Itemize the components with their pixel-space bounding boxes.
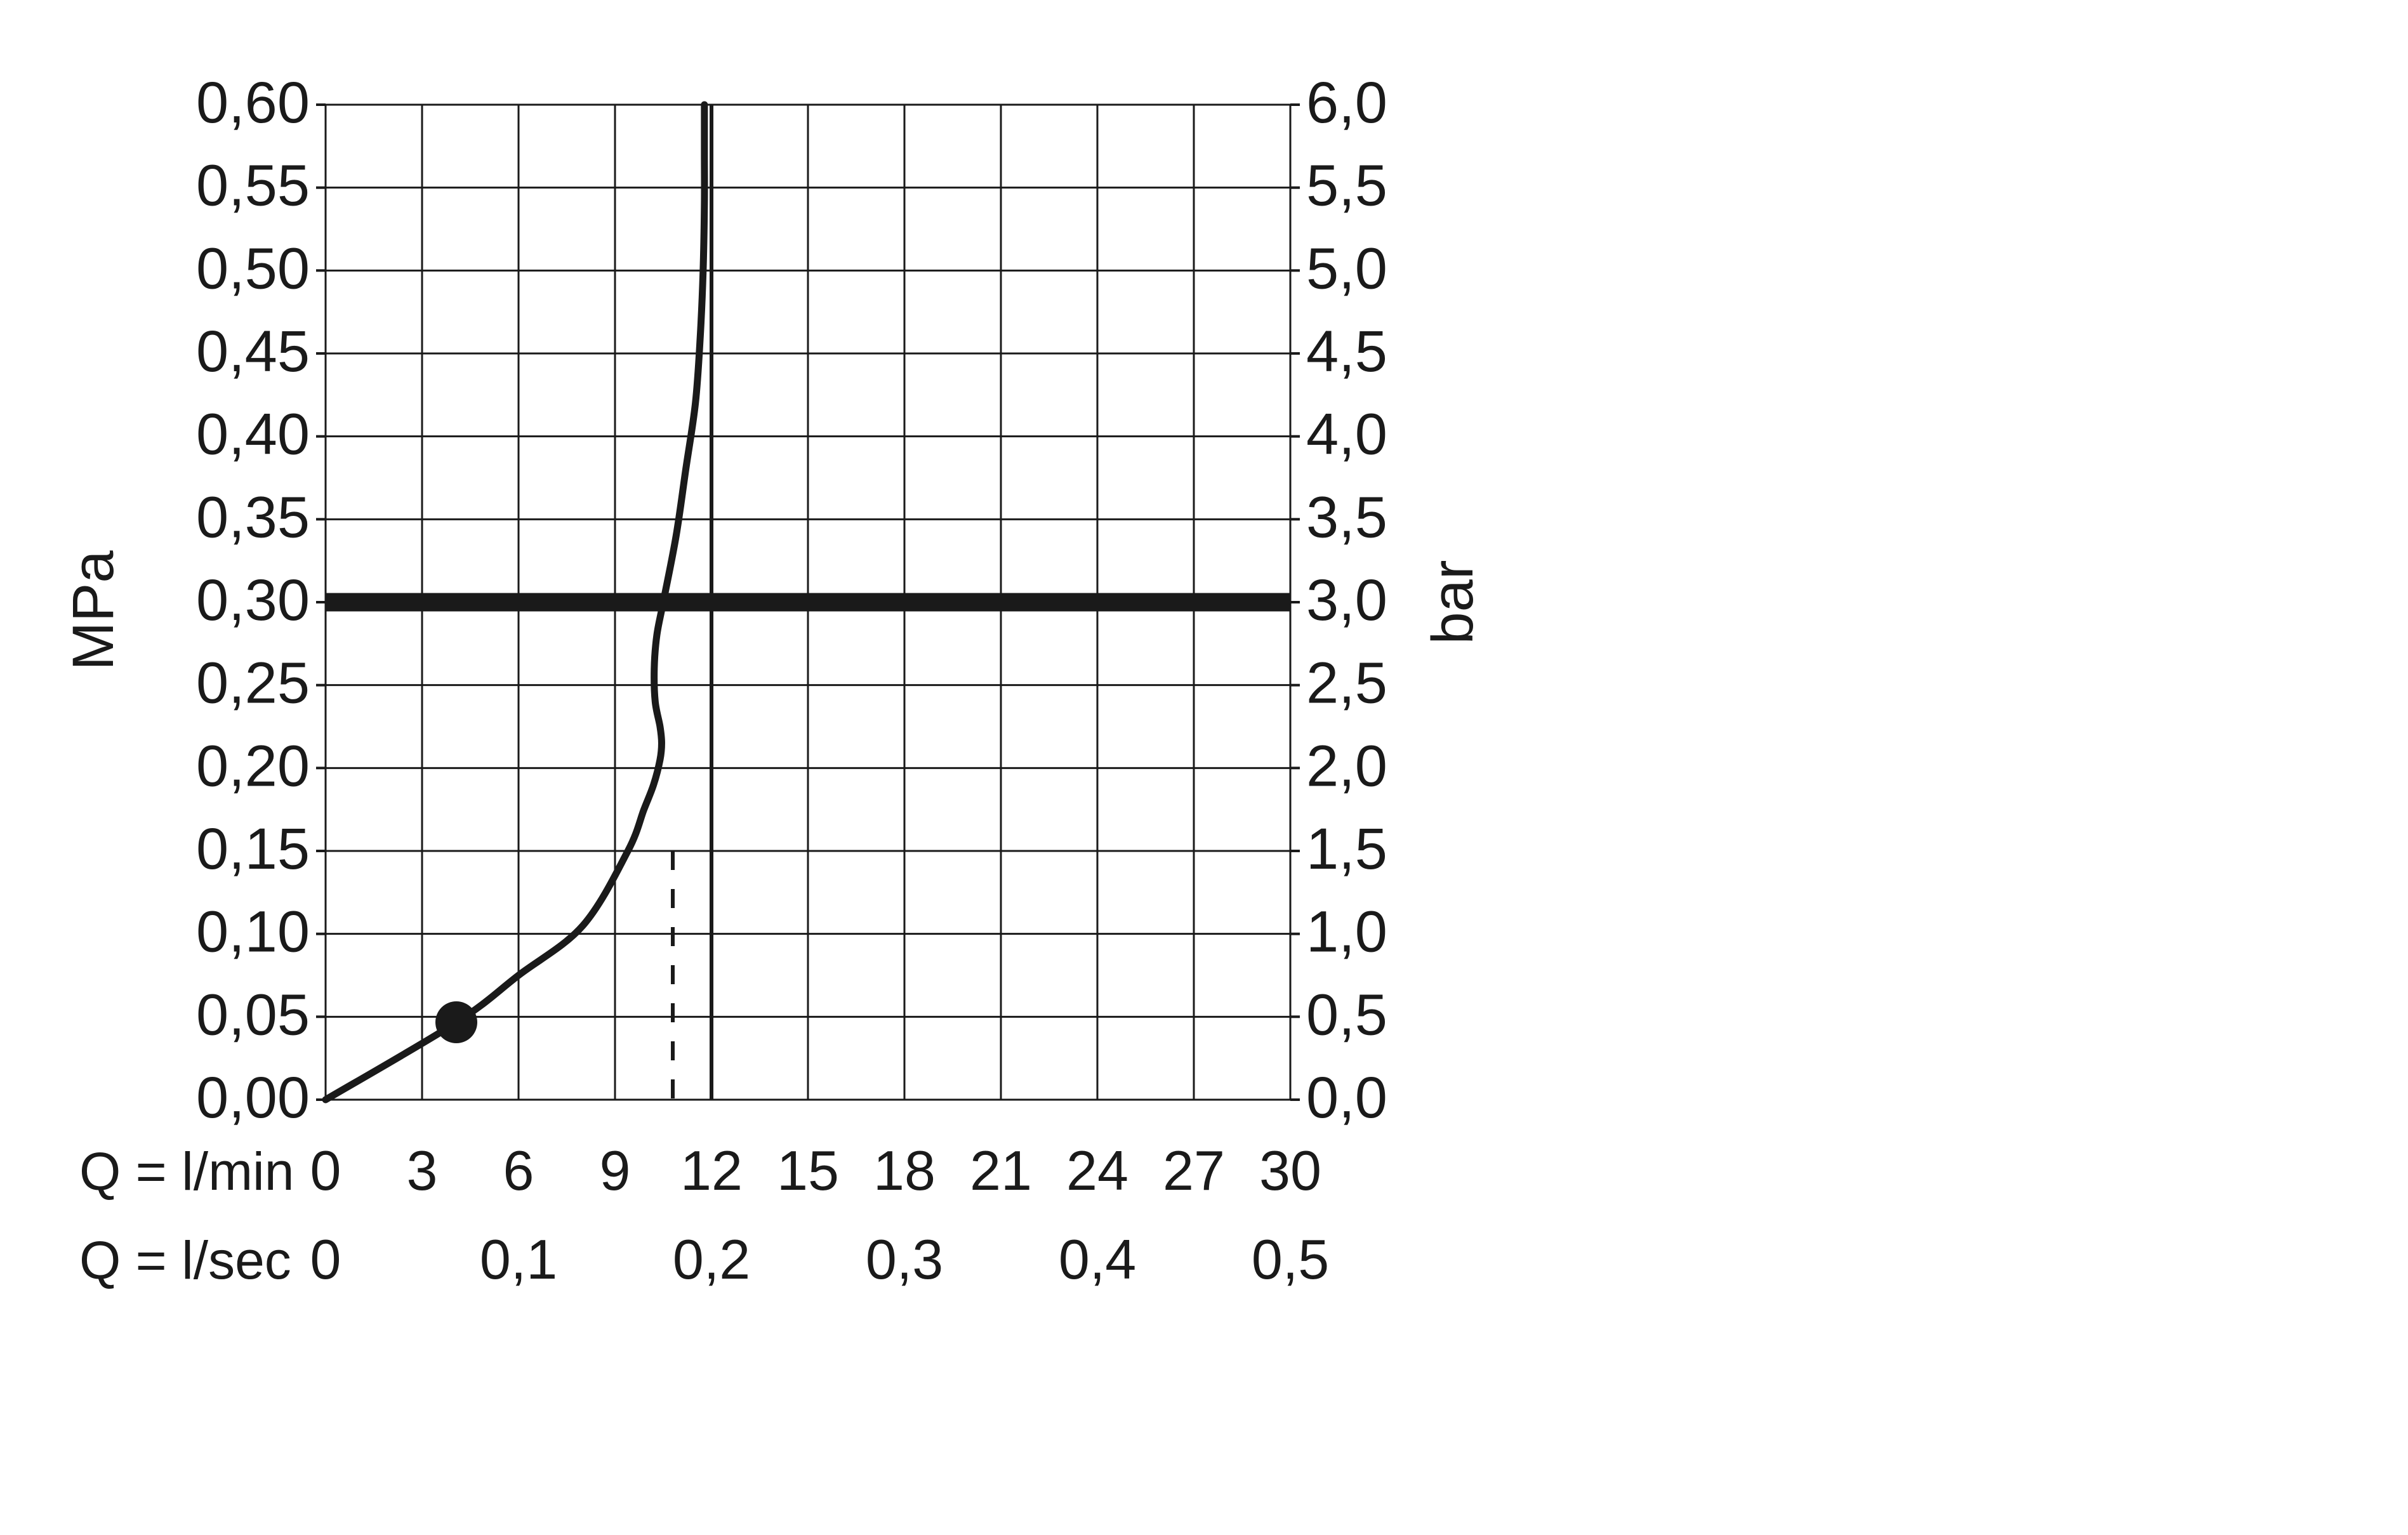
svg-text:9: 9 xyxy=(600,1139,631,1202)
svg-text:3: 3 xyxy=(407,1139,438,1202)
svg-text:27: 27 xyxy=(1163,1139,1225,1202)
svg-text:0,15: 0,15 xyxy=(196,817,310,881)
svg-text:0,55: 0,55 xyxy=(196,154,310,218)
svg-text:15: 15 xyxy=(777,1139,839,1202)
svg-text:24: 24 xyxy=(1066,1139,1128,1202)
svg-text:0,1: 0,1 xyxy=(480,1228,557,1291)
svg-text:bar: bar xyxy=(1420,560,1485,645)
svg-text:Q = l/min: Q = l/min xyxy=(79,1142,294,1201)
svg-text:0,00: 0,00 xyxy=(196,1065,310,1130)
svg-text:0,05: 0,05 xyxy=(196,982,310,1047)
svg-text:1,5: 1,5 xyxy=(1306,817,1387,881)
svg-text:0,2: 0,2 xyxy=(673,1228,750,1291)
svg-text:2,5: 2,5 xyxy=(1306,651,1387,716)
svg-text:18: 18 xyxy=(873,1139,936,1202)
svg-text:6,0: 6,0 xyxy=(1306,70,1387,135)
svg-text:MPa: MPa xyxy=(61,550,126,671)
svg-text:2,0: 2,0 xyxy=(1306,734,1387,798)
svg-text:0,0: 0,0 xyxy=(1306,1065,1387,1130)
svg-text:0,25: 0,25 xyxy=(196,651,310,716)
svg-text:0,5: 0,5 xyxy=(1252,1228,1329,1291)
svg-text:Q = l/sec: Q = l/sec xyxy=(79,1230,291,1290)
svg-text:0,3: 0,3 xyxy=(866,1228,943,1291)
svg-text:5,0: 5,0 xyxy=(1306,236,1387,301)
svg-text:0,35: 0,35 xyxy=(196,485,310,550)
svg-text:0,5: 0,5 xyxy=(1306,982,1387,1047)
svg-text:4,5: 4,5 xyxy=(1306,319,1387,384)
svg-text:0,30: 0,30 xyxy=(196,568,310,633)
svg-text:5,5: 5,5 xyxy=(1306,154,1387,218)
svg-text:3,0: 3,0 xyxy=(1306,568,1387,633)
svg-text:0,40: 0,40 xyxy=(196,402,310,467)
svg-text:12: 12 xyxy=(680,1139,743,1202)
svg-text:21: 21 xyxy=(970,1139,1032,1202)
svg-text:0: 0 xyxy=(310,1228,341,1291)
svg-text:0,45: 0,45 xyxy=(196,319,310,384)
svg-text:0,60: 0,60 xyxy=(196,70,310,135)
svg-text:1,0: 1,0 xyxy=(1306,900,1387,965)
svg-text:30: 30 xyxy=(1259,1139,1321,1202)
svg-text:0,50: 0,50 xyxy=(196,236,310,301)
svg-text:0,20: 0,20 xyxy=(196,734,310,798)
svg-text:3,5: 3,5 xyxy=(1306,485,1387,550)
svg-text:0: 0 xyxy=(310,1139,341,1202)
svg-text:6: 6 xyxy=(503,1139,534,1202)
svg-text:0,10: 0,10 xyxy=(196,900,310,965)
svg-text:4,0: 4,0 xyxy=(1306,402,1387,467)
svg-text:0,4: 0,4 xyxy=(1059,1228,1136,1291)
